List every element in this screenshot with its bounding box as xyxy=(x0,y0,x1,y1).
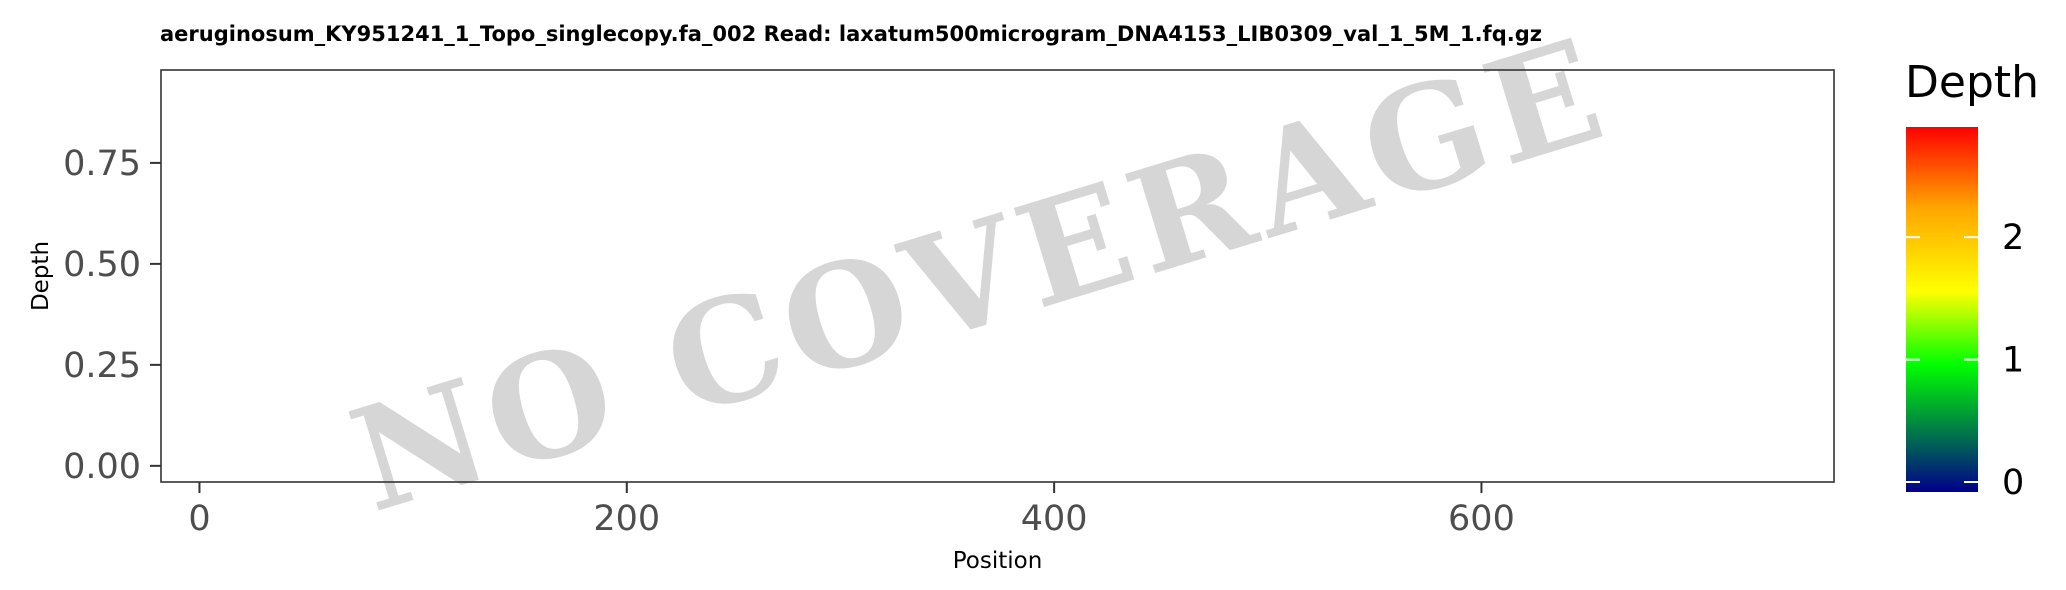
colorbar-tick-label: 1 xyxy=(2002,341,2024,381)
y-axis: 0.00 0.25 0.50 0.75 xyxy=(63,144,161,487)
x-tick-label: 600 xyxy=(1448,499,1515,539)
x-axis: 0 200 400 600 xyxy=(188,482,1515,539)
x-tick-label: 0 xyxy=(188,499,210,539)
panel-border xyxy=(160,69,1835,483)
legend-title: Depth xyxy=(1905,57,2039,108)
y-tick-label: 0.00 xyxy=(63,447,141,487)
y-tick-label: 0.75 xyxy=(63,144,141,184)
y-tick-label: 0.50 xyxy=(63,245,141,285)
x-tick-label: 200 xyxy=(593,499,660,539)
colorbar-tick-label: 2 xyxy=(2002,218,2024,258)
panel-background xyxy=(161,70,1834,482)
depth-legend: Depth 0 1 2 xyxy=(1905,57,2039,503)
x-tick-label: 400 xyxy=(1021,499,1088,539)
y-axis-title: Depth xyxy=(28,241,54,311)
plot-panel: NO COVERAGE xyxy=(160,6,1835,545)
colorbar-tick-label: 0 xyxy=(2002,463,2024,503)
y-tick-label: 0.25 xyxy=(63,346,141,386)
colorbar-ticks: 0 1 2 xyxy=(1906,218,2024,503)
colorbar xyxy=(1906,127,1978,492)
x-axis-title: Position xyxy=(953,548,1043,574)
chart-title: aeruginosum_KY951241_1_Topo_singlecopy.f… xyxy=(160,22,1542,46)
